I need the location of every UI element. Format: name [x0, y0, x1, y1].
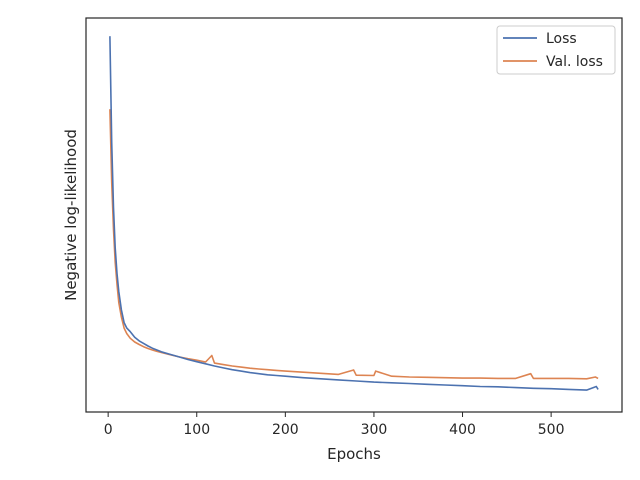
x-tick-label-100: 100 [183, 422, 210, 438]
legend: Loss Val. loss [496, 25, 616, 75]
x-tick-label-200: 200 [272, 422, 299, 438]
y-axis-title: Negative log-likelihood [62, 129, 80, 301]
x-axis-title: Epochs [327, 445, 381, 463]
series-line-loss [109, 36, 599, 391]
legend-label-val-loss: Val. loss [546, 54, 603, 70]
plot-frame [85, 17, 623, 413]
series-layer [109, 36, 599, 391]
x-tick-label-500: 500 [538, 422, 565, 438]
x-tick-label-300: 300 [361, 422, 388, 438]
legend-label-loss: Loss [546, 31, 577, 47]
x-axis: 0 100 200 300 400 500 [104, 412, 565, 438]
x-tick-label-0: 0 [104, 422, 113, 438]
series-line-val-loss [109, 109, 599, 380]
x-tick-label-400: 400 [449, 422, 476, 438]
